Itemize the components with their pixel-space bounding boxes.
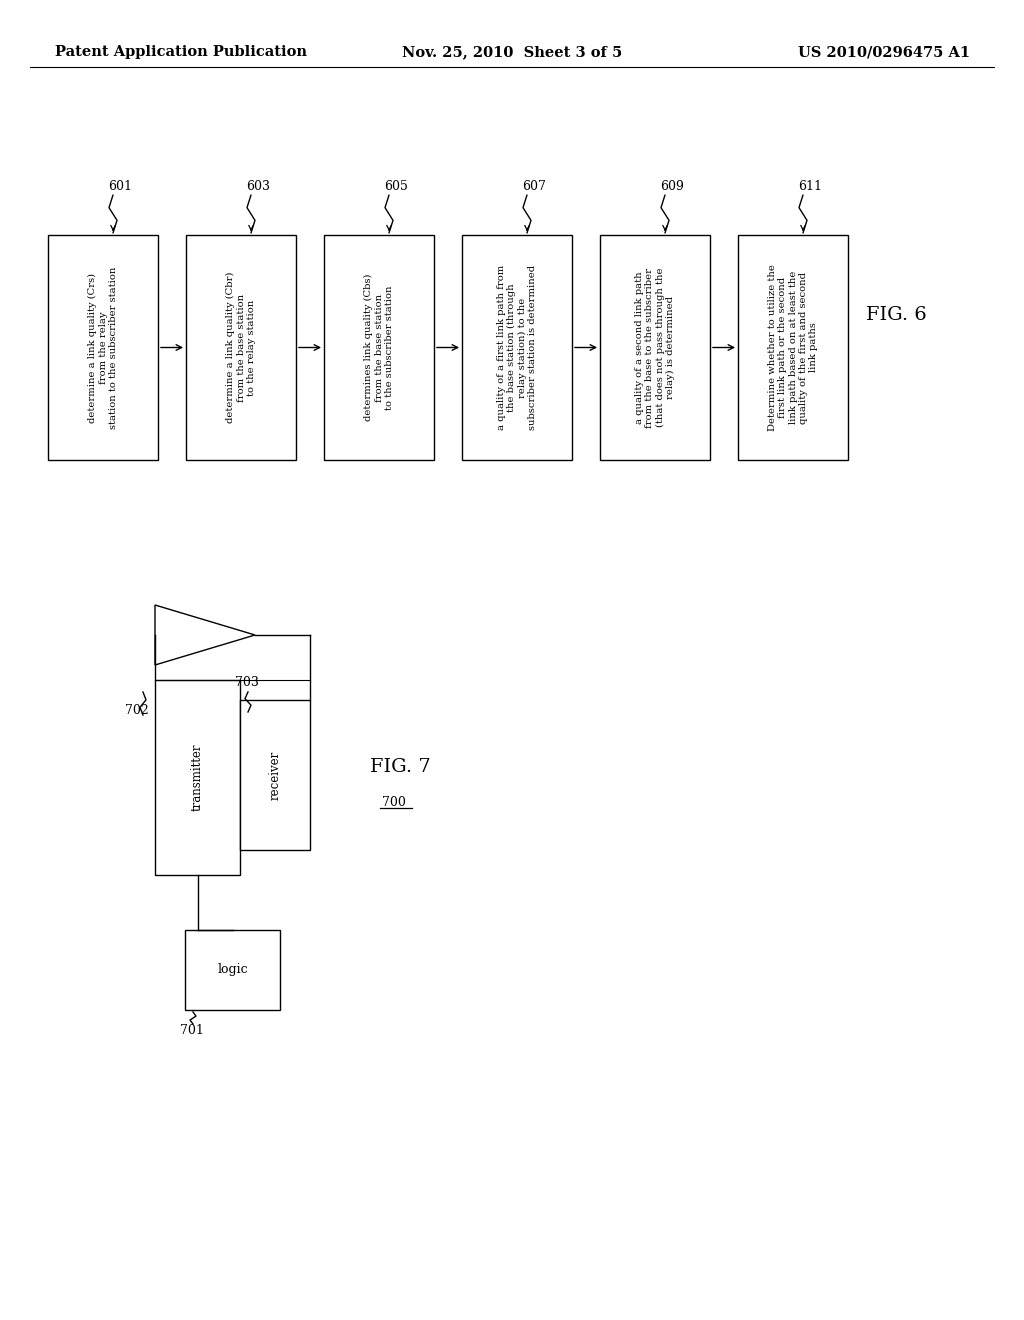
Text: 601: 601 — [108, 181, 132, 194]
Text: FIG. 7: FIG. 7 — [370, 759, 431, 776]
Text: 603: 603 — [246, 181, 270, 194]
Text: receiver: receiver — [268, 750, 282, 800]
Text: Determine whether to utilize the
first link path or the second
link path based o: Determine whether to utilize the first l… — [768, 264, 818, 430]
Text: a quality of a first link path from
the base station (through
relay station) to : a quality of a first link path from the … — [497, 265, 538, 430]
Bar — [600, 235, 710, 459]
Bar — [324, 235, 434, 459]
Text: transmitter: transmitter — [191, 743, 204, 812]
Bar — [155, 680, 240, 875]
Text: Patent Application Publication: Patent Application Publication — [55, 45, 307, 59]
Bar — [240, 700, 310, 850]
Text: determine a link quality (Crs)
from the relay
station to the subscriber station: determine a link quality (Crs) from the … — [88, 267, 118, 429]
Text: 607: 607 — [522, 181, 546, 194]
Text: logic: logic — [217, 964, 248, 977]
Bar — [185, 931, 280, 1010]
Bar — [738, 235, 848, 459]
Bar — [186, 235, 296, 459]
Text: a quality of a second link path
from the base to the subscriber
(that does not p: a quality of a second link path from the… — [635, 268, 675, 428]
Text: 700: 700 — [382, 796, 406, 808]
Text: Nov. 25, 2010  Sheet 3 of 5: Nov. 25, 2010 Sheet 3 of 5 — [401, 45, 623, 59]
Text: 703: 703 — [234, 676, 259, 689]
Text: determine a link quality (Cbr)
from the base station
to the relay station: determine a link quality (Cbr) from the … — [226, 272, 256, 424]
Text: 611: 611 — [798, 181, 822, 194]
Text: 605: 605 — [384, 181, 408, 194]
Bar — [48, 235, 158, 459]
Text: determines link quality (Cbs)
from the base station
to the subscriber station: determines link quality (Cbs) from the b… — [365, 273, 394, 421]
Text: 702: 702 — [125, 704, 148, 717]
Bar — [462, 235, 572, 459]
Text: FIG. 6: FIG. 6 — [866, 306, 927, 323]
Text: 701: 701 — [180, 1023, 204, 1036]
Text: 609: 609 — [660, 181, 684, 194]
Text: US 2010/0296475 A1: US 2010/0296475 A1 — [798, 45, 970, 59]
